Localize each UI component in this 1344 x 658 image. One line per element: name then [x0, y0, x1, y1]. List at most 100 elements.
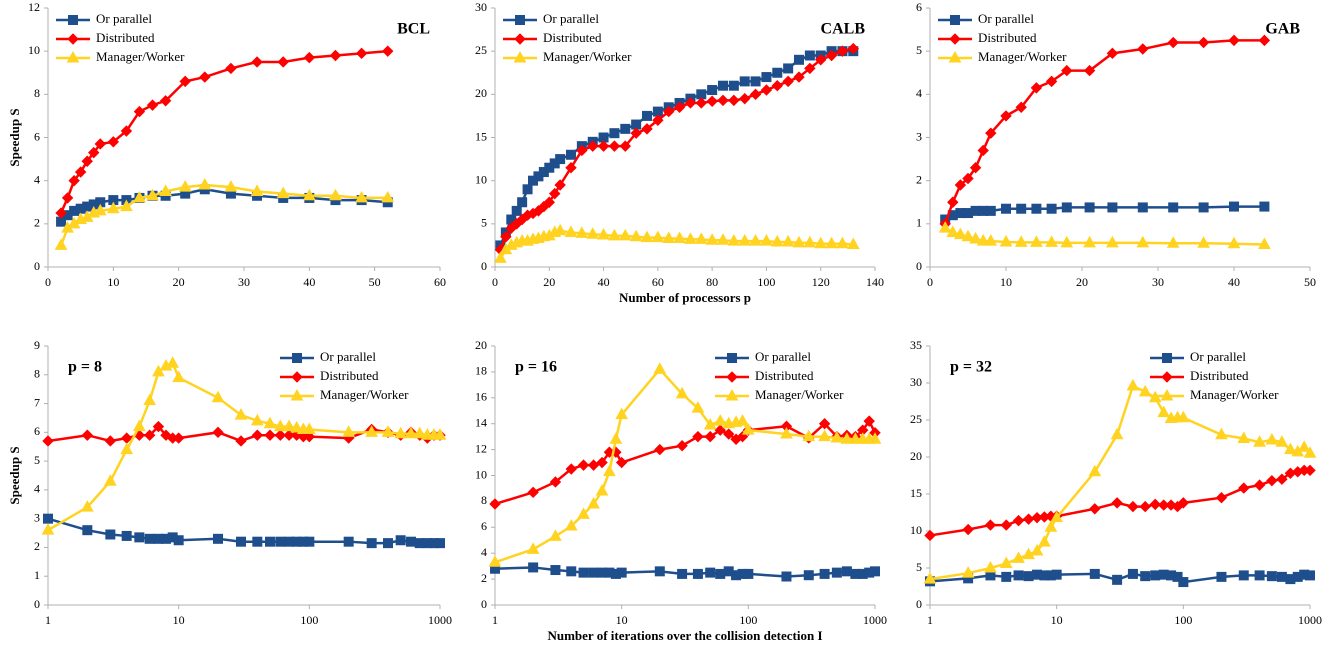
marker [159, 184, 172, 196]
marker [527, 486, 539, 499]
y-tick-label: 35 [910, 338, 922, 352]
y-tick-label: 2 [34, 216, 40, 230]
y-tick-label: 25 [475, 43, 487, 57]
marker [143, 429, 156, 441]
marker [641, 123, 653, 135]
marker [692, 430, 704, 443]
y-tick-label: 5 [916, 560, 922, 574]
marker [500, 231, 512, 243]
marker [1030, 82, 1043, 94]
y-tick-label: 8 [34, 367, 40, 381]
marker [705, 567, 716, 578]
y-tick-label: 2 [916, 172, 922, 186]
x-tick-label: 50 [1304, 275, 1316, 289]
x-axis-label: Number of iterations over the collision … [547, 628, 822, 643]
marker [565, 162, 577, 174]
marker [1083, 235, 1096, 248]
marker [235, 435, 247, 447]
y-tick-label: 9 [34, 338, 40, 352]
legend-label: Manager/Worker [543, 49, 632, 64]
marker [1014, 235, 1028, 247]
marker [1013, 570, 1024, 581]
marker [565, 463, 577, 475]
y-tick-label: 10 [28, 43, 40, 57]
y-tick-label: 4 [481, 545, 487, 559]
marker [1237, 431, 1251, 443]
legend-swatch-marker [950, 15, 960, 25]
marker [251, 429, 264, 441]
marker [517, 197, 528, 208]
marker [54, 238, 68, 250]
marker [840, 432, 854, 444]
marker [1060, 235, 1074, 248]
y-tick-label: 4 [34, 482, 40, 496]
marker [713, 414, 727, 426]
marker [615, 407, 629, 420]
x-tick-label: 0 [492, 275, 498, 289]
panel-annotation: p = 16 [515, 359, 557, 376]
x-tick-label: 100 [1174, 613, 1192, 627]
y-tick-label: 4 [916, 86, 922, 100]
marker [1012, 551, 1025, 563]
x-tick-label: 10 [1051, 613, 1063, 627]
marker [761, 72, 772, 83]
marker [404, 426, 418, 439]
x-tick-label: 120 [812, 275, 830, 289]
marker [166, 356, 180, 368]
series-line [929, 469, 1310, 537]
marker [528, 562, 539, 573]
marker [549, 187, 561, 200]
marker [276, 186, 290, 199]
marker [577, 507, 590, 519]
y-tick-label: 16 [475, 390, 487, 404]
marker [303, 51, 316, 64]
marker [132, 419, 146, 432]
marker [365, 425, 379, 437]
panel-annotation: CALB [821, 21, 866, 38]
marker [566, 566, 577, 577]
marker [984, 519, 997, 531]
marker [1051, 569, 1062, 580]
y-tick-label: 0 [916, 259, 922, 273]
legend-swatch-marker [725, 388, 739, 401]
marker [608, 228, 621, 241]
marker [1045, 235, 1058, 247]
x-tick-label: 100 [300, 613, 318, 627]
marker [1031, 203, 1042, 214]
marker [88, 146, 100, 159]
marker [962, 172, 974, 185]
x-tick-label: 20 [173, 275, 185, 289]
marker [282, 419, 296, 432]
marker [640, 230, 654, 243]
marker [120, 442, 134, 455]
marker [264, 429, 276, 441]
marker [587, 140, 599, 152]
marker [80, 500, 94, 512]
marker [252, 536, 263, 547]
panel-annotation: p = 8 [68, 359, 102, 376]
marker [564, 225, 578, 237]
marker [673, 101, 686, 113]
marker [676, 440, 688, 452]
marker [1276, 473, 1288, 485]
marker [1140, 571, 1151, 582]
marker [120, 125, 133, 137]
marker [121, 530, 132, 541]
marker [1000, 110, 1012, 122]
marker [841, 566, 852, 577]
panel-annotation: BCL [397, 21, 430, 38]
y-tick-label: 0 [916, 597, 922, 611]
marker [553, 223, 567, 236]
marker [264, 536, 275, 547]
marker [836, 236, 849, 249]
series-line [929, 572, 1311, 584]
legend-swatch-marker [1160, 388, 1174, 401]
marker [1112, 574, 1123, 585]
marker [61, 192, 74, 204]
x-tick-label: 1000 [863, 613, 887, 627]
marker [831, 567, 842, 578]
marker [608, 140, 621, 152]
marker [1136, 235, 1150, 248]
marker [564, 518, 578, 531]
